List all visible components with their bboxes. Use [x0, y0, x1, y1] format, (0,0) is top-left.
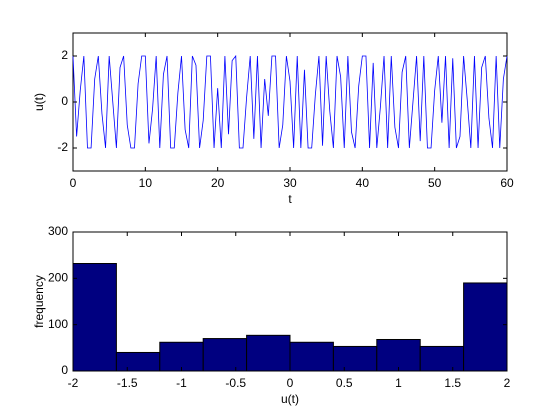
x-tick-label: 1: [395, 376, 402, 390]
x-tick-label: 20: [211, 176, 225, 190]
histogram-bar: [376, 338, 421, 372]
axes-frame: [72, 32, 508, 172]
y-tick-label: 200: [48, 271, 68, 285]
y-tick-label: -2: [57, 140, 68, 154]
x-axis-label: u(t): [281, 392, 299, 406]
y-tick-label: 100: [48, 317, 68, 331]
histogram-bar: [159, 341, 204, 372]
x-tick-label: 0: [70, 176, 77, 190]
x-tick-label: -1: [176, 376, 187, 390]
histogram-bar: [419, 345, 465, 372]
x-tick-label: 2: [504, 376, 511, 390]
y-tick-label: 0: [61, 363, 68, 377]
x-tick-label: 30: [283, 176, 297, 190]
x-tick-label: -1.5: [117, 376, 138, 390]
x-tick-label: 40: [356, 176, 370, 190]
histogram-bar: [289, 341, 334, 372]
x-tick-label: 60: [500, 176, 514, 190]
histogram-bar: [202, 338, 248, 372]
y-axis-label: frequency: [32, 275, 46, 328]
histogram-bar: [246, 334, 291, 372]
y-axis-label: u(t): [32, 93, 46, 111]
y-tick-label: 2: [61, 48, 68, 62]
histogram-bar: [72, 263, 117, 372]
x-tick-label: 0: [287, 376, 294, 390]
x-tick-label: -2: [68, 376, 79, 390]
y-tick-label: 0: [61, 94, 68, 108]
x-tick-label: 10: [139, 176, 153, 190]
x-tick-label: -0.5: [225, 376, 246, 390]
histogram-bar: [332, 345, 378, 372]
x-tick-label: 0.5: [336, 376, 353, 390]
x-tick-label: 50: [428, 176, 442, 190]
histogram-bar: [115, 351, 161, 372]
y-tick-label: 300: [48, 224, 68, 238]
signal-line: [72, 54, 508, 149]
histogram-bar: [463, 282, 508, 372]
x-tick-label: 1.5: [444, 376, 461, 390]
x-axis-label: t: [288, 192, 292, 206]
